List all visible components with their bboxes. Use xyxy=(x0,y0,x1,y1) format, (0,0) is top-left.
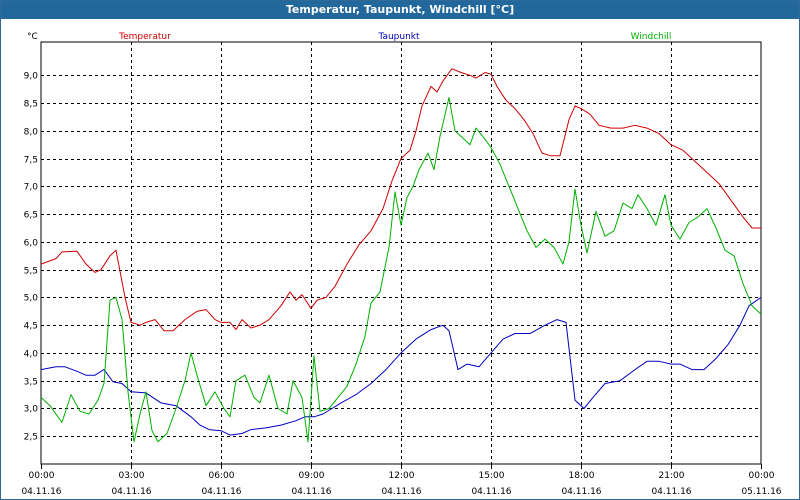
x-tick-time-label: 12:00 xyxy=(389,471,415,481)
y-tick-label: 4,0 xyxy=(24,350,39,360)
y-tick-label: 7,0 xyxy=(24,183,39,193)
x-tick-date-label: 04.11.16 xyxy=(561,487,601,497)
legend-label-windchill: Windchill xyxy=(631,32,672,42)
y-tick-label: 4,5 xyxy=(24,322,38,332)
x-tick-date-label: 05.11.16 xyxy=(741,487,781,497)
x-tick-date-label: 04.11.16 xyxy=(111,487,151,497)
legend-label-temperatur: Temperatur xyxy=(118,32,171,42)
series-line-taupunkt xyxy=(40,296,762,436)
y-tick-label: 8,0 xyxy=(24,128,39,138)
x-tick-time-label: 03:00 xyxy=(119,471,145,481)
y-tick-label: 5,0 xyxy=(24,294,39,304)
x-tick-time-label: 00:00 xyxy=(29,471,55,481)
series-line-temperatur xyxy=(40,68,761,332)
x-tick-date-label: 04.11.16 xyxy=(21,487,61,497)
x-tick-date-label: 04.11.16 xyxy=(471,487,511,497)
y-tick-label: 8,5 xyxy=(24,100,38,110)
legend-label-taupunkt: Taupunkt xyxy=(377,32,420,42)
x-tick-date-label: 04.11.16 xyxy=(291,487,331,497)
x-tick-time-label: 15:00 xyxy=(479,471,505,481)
y-tick-label: 3,0 xyxy=(24,405,39,415)
y-tick-label: 9,0 xyxy=(24,72,39,82)
y-tick-label: 7,5 xyxy=(24,156,38,166)
x-tick-time-label: 00:00 xyxy=(749,471,775,481)
y-tick-label: 6,0 xyxy=(24,239,39,249)
x-tick-date-label: 04.11.16 xyxy=(651,487,691,497)
y-tick-label: 5,5 xyxy=(24,267,38,277)
x-tick-time-label: 18:00 xyxy=(569,471,595,481)
series-line-windchill xyxy=(40,97,762,443)
y-axis-label: °C xyxy=(27,32,38,42)
chart: 2,5 3,0 3,5 4,0 4,5 5,0 5,5 6,0 6,5 7,0 7,5 8,0 8,5 9… xyxy=(21,32,781,497)
window-title: Temperatur, Taupunkt, Windchill [°C] xyxy=(1,1,799,19)
y-tick-label: 6,5 xyxy=(24,211,38,221)
x-tick-date-label: 04.11.16 xyxy=(381,487,421,497)
y-tick-label: 3,5 xyxy=(24,378,38,388)
x-tick-date-label: 04.11.16 xyxy=(201,487,241,497)
x-tick-time-label: 06:00 xyxy=(209,471,235,481)
y-tick-label: 2,5 xyxy=(24,433,38,443)
x-tick-time-label: 09:00 xyxy=(299,471,325,481)
x-tick-time-label: 21:00 xyxy=(659,471,685,481)
